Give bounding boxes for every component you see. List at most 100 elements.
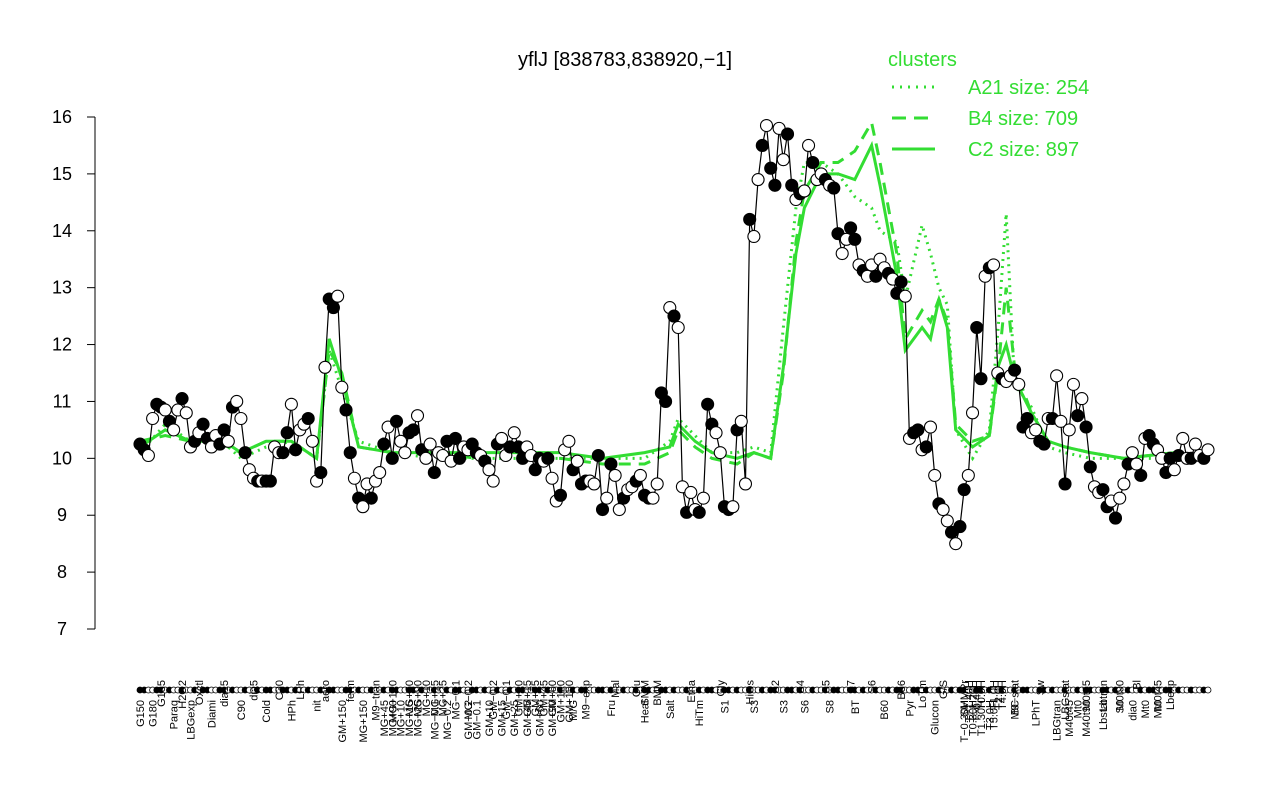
data-point [1125, 446, 1139, 460]
data-point [1012, 377, 1026, 391]
x-tick-label-bottom: B60 [879, 700, 891, 720]
data-point [217, 423, 231, 437]
data-point [423, 437, 437, 451]
data-point [356, 500, 370, 514]
data-point [335, 380, 349, 394]
cluster-C2-line [139, 140, 1175, 461]
data-point [659, 394, 673, 408]
legend: clusters A21 size: 254 B4 size: 709 C2 size… [888, 49, 1089, 161]
x-tick-label-bottom: MG+150 [358, 700, 370, 743]
x-tick-label-bottom: Glucon [930, 700, 942, 735]
data-point [764, 161, 778, 175]
x-tick-label-top: S7 [846, 680, 858, 693]
data-point [827, 181, 841, 195]
legend-entry-label: B4 size: 709 [968, 108, 1078, 130]
x-tick-label-bottom: MG−0.2 [442, 700, 454, 739]
data-point [713, 446, 727, 460]
x-tick-label-top: B36 [896, 680, 908, 700]
data-point [600, 491, 614, 505]
data-point [394, 434, 408, 448]
legend-title: clusters [888, 49, 957, 71]
x-tick-label-top: HiOs [745, 680, 757, 705]
cluster-lines [138, 118, 1175, 466]
x-tick-label-top: S2 [770, 680, 782, 693]
data-point [911, 423, 925, 437]
x-tick-label-bottom: BT [850, 700, 862, 714]
data-point [738, 477, 753, 491]
x-tick-label-bottom: Pyr [904, 700, 916, 717]
x-tick-label-bottom: Heat [640, 700, 652, 723]
data-point [410, 409, 425, 423]
x-tick-label-top: T−1.40H [963, 680, 975, 723]
y-tick-label: 11 [53, 391, 72, 411]
data-point [755, 138, 769, 152]
data-point [604, 457, 618, 471]
data-point [1020, 411, 1034, 426]
data-point [528, 463, 542, 477]
data-point [940, 514, 954, 528]
x-tick-label-bottom: dia0 [1127, 700, 1139, 721]
x-tick-label-top: Bl [1132, 680, 1144, 690]
x-tick-label-bottom: S8 [825, 700, 837, 713]
x-tick-label-bottom: nit [312, 700, 324, 712]
data-point [167, 423, 181, 437]
data-point [179, 406, 193, 420]
legend-entry-label: A21 size: 254 [968, 77, 1089, 99]
data-point [196, 417, 210, 431]
data-point [1058, 477, 1072, 491]
series-line [139, 125, 1209, 546]
x-tick-label-bottom: M40t45 [1064, 700, 1076, 737]
data-point [684, 485, 698, 500]
data-point [448, 431, 462, 445]
data-point [591, 448, 605, 463]
data-point [314, 466, 328, 480]
x-tick-label-top: C30 [274, 680, 286, 700]
x-tick-label-top: T2.0H [993, 680, 1005, 710]
data-point [802, 138, 816, 152]
x-tick-label-bottom: S3 [749, 700, 761, 713]
x-tick-label-top: Lbtran [1098, 680, 1110, 711]
x-tick-label-top: T0.0H [976, 680, 988, 710]
data-point [1079, 420, 1093, 434]
x-tick-label-top: M0t45 [1081, 680, 1093, 711]
x-tick-label-bottom: Diami [206, 700, 218, 728]
data-point [709, 426, 723, 440]
data-point [768, 178, 782, 192]
data-point [364, 491, 378, 505]
x-tick-labels: G135 H2O2 Oxctl dia15 dia5 C30 LPh aero ferm M9−t… [135, 679, 1212, 743]
x-tick-label-bottom: LBGexp [185, 700, 197, 740]
data-point [667, 309, 681, 323]
data-point [280, 426, 294, 440]
data-point [507, 426, 521, 440]
x-tick-label-top: MG+60 [404, 680, 416, 716]
data-point [482, 463, 496, 477]
data-point [785, 178, 799, 192]
x-tick-label-top: MG+10 [421, 680, 433, 716]
data-point [562, 434, 576, 448]
data-point [347, 471, 361, 485]
x-tick-label-bottom: MG+25 [413, 700, 425, 736]
x-tick-label-bottom: T5.0H [989, 700, 1001, 730]
x-tick-label-top: GM+60 [547, 680, 559, 716]
data-point [734, 414, 748, 428]
data-point [545, 471, 559, 485]
data-point [331, 289, 345, 303]
data-point [276, 446, 290, 460]
x-tick-label-top: T4.0H [997, 680, 1009, 710]
x-tick-label-top: MG+90 [413, 680, 425, 716]
data-point [1108, 511, 1123, 525]
data-point [419, 451, 433, 465]
x-tick-label-bottom: LBGtran [1052, 700, 1064, 741]
data-point [751, 173, 765, 187]
x-tick-label-top: M9−tran [370, 680, 382, 721]
data-point [1071, 409, 1085, 423]
data-point [305, 434, 319, 448]
x-tick-label-top: GM+25 [530, 680, 542, 716]
data-point [326, 301, 340, 315]
x-tick-label-bottom: Lbstat [1098, 700, 1110, 730]
data-point [957, 483, 971, 497]
x-tick-label-top: T−1.20H [968, 680, 980, 723]
y-tick-label: 8 [57, 562, 67, 582]
data-point [646, 491, 660, 505]
data-point [453, 451, 467, 465]
